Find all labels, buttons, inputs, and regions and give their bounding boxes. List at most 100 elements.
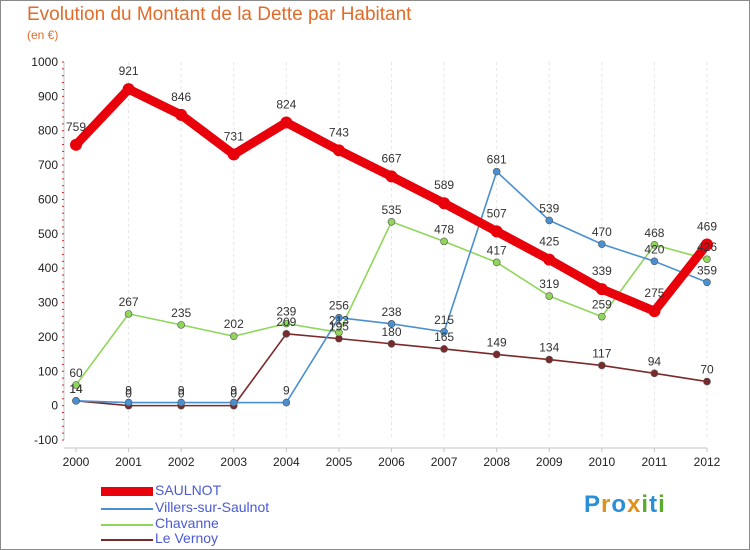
- logo-letter: t: [649, 491, 659, 518]
- data-point: [177, 321, 185, 329]
- tick-labels: -100010020030040050060070080090010002000…: [31, 55, 720, 469]
- data-point: [227, 148, 240, 161]
- data-label: 134: [539, 341, 559, 355]
- data-point: [440, 327, 448, 336]
- data-point: [545, 292, 554, 300]
- data-point: [177, 398, 185, 407]
- data-label: 417: [487, 243, 507, 257]
- data-label: 0: [178, 387, 185, 401]
- x-tick-label: 2009: [536, 455, 563, 469]
- data-label: 9: [230, 384, 237, 398]
- legend-swatch-2: [101, 508, 153, 510]
- data-label: 9: [125, 384, 132, 398]
- data-point: [543, 253, 556, 266]
- data-point: [648, 305, 661, 318]
- chart-title: Evolution du Montant de la Dette par Hab…: [27, 4, 412, 25]
- data-point: [280, 116, 293, 129]
- data-label: 731: [224, 129, 244, 143]
- data-label: 507: [487, 206, 507, 220]
- data-label: 70: [700, 363, 714, 377]
- data-label: 468: [644, 226, 664, 240]
- y-tick-label: 200: [38, 330, 58, 344]
- data-label: 117: [592, 346, 611, 360]
- data-point: [335, 328, 343, 337]
- x-tick-label: 2002: [168, 455, 195, 469]
- data-label: 165: [434, 330, 454, 344]
- y-tick-label: 600: [38, 192, 58, 206]
- data-label: 256: [329, 299, 349, 313]
- y-tick-label: 400: [38, 261, 58, 275]
- data-point: [72, 381, 80, 389]
- data-label: 94: [648, 354, 662, 368]
- data-point: [492, 258, 501, 267]
- data-label: 535: [381, 203, 401, 217]
- data-label: 681: [487, 153, 507, 167]
- data-point: [229, 332, 238, 341]
- grid: [128, 62, 708, 440]
- data-label: 259: [592, 298, 612, 312]
- legend-swatch-4: [101, 539, 153, 541]
- data-label: 0: [230, 387, 237, 401]
- data-label: 589: [434, 178, 454, 192]
- y-tick-label: 500: [38, 227, 58, 241]
- logo-letter: i: [641, 491, 650, 518]
- data-label: 267: [119, 295, 139, 309]
- legend-label-2: Villers-sur-Saulnot: [155, 499, 270, 515]
- data-point: [490, 225, 503, 238]
- line-chart: -100010020030040050060070080090010002000…: [31, 55, 720, 469]
- legend-label-4: Le Vernoy: [155, 530, 219, 546]
- data-label: 743: [329, 125, 349, 139]
- data-point: [545, 216, 554, 225]
- data-point: [595, 283, 608, 296]
- logo-letter: r: [601, 491, 612, 518]
- data-point: [282, 398, 291, 407]
- data-label: 759: [66, 120, 86, 134]
- data-point: [650, 241, 659, 249]
- y-tick-label: 700: [38, 158, 58, 172]
- data-point: [332, 144, 345, 157]
- data-point: [703, 278, 711, 287]
- data-point: [440, 345, 448, 353]
- y-tick-label: 1000: [31, 55, 58, 69]
- axes: [62, 61, 708, 452]
- y-tick-label: 0: [51, 399, 58, 413]
- data-label: 202: [224, 317, 244, 331]
- data-point: [598, 240, 606, 248]
- data-label: 0: [125, 387, 132, 401]
- data-label: 60: [69, 366, 83, 380]
- logo-letter: o: [611, 491, 628, 518]
- x-tick-label: 2008: [483, 455, 510, 469]
- data-label: 824: [276, 97, 296, 111]
- data-label: 359: [697, 263, 717, 277]
- x-tick-label: 2012: [694, 455, 721, 469]
- legend-swatch-1: [101, 487, 153, 496]
- data-point: [124, 398, 133, 407]
- x-tick-label: 2006: [378, 455, 405, 469]
- data-point: [122, 83, 135, 96]
- data-label: 239: [276, 305, 296, 319]
- data-point: [282, 330, 291, 338]
- data-label: 238: [381, 305, 401, 319]
- data-label: 846: [171, 90, 191, 104]
- proxiti-logo: Proxiti: [584, 491, 666, 519]
- data-label: 425: [539, 235, 559, 249]
- data-point: [492, 167, 501, 176]
- data-points: [70, 83, 713, 410]
- data-point: [387, 320, 396, 328]
- logo-letter: P: [584, 491, 602, 518]
- data-point: [703, 377, 711, 386]
- data-point: [229, 398, 238, 407]
- x-tick-label: 2004: [273, 455, 300, 469]
- data-label: 319: [539, 277, 559, 291]
- y-tick-label: -100: [34, 433, 58, 447]
- data-label: 215: [434, 313, 454, 327]
- data-label: 149: [487, 335, 507, 349]
- data-point: [598, 312, 606, 321]
- data-point: [650, 257, 659, 266]
- data-label: 667: [381, 151, 401, 165]
- data-label: 470: [592, 225, 612, 239]
- data-label: 420: [644, 242, 664, 256]
- data-label: 921: [119, 64, 139, 78]
